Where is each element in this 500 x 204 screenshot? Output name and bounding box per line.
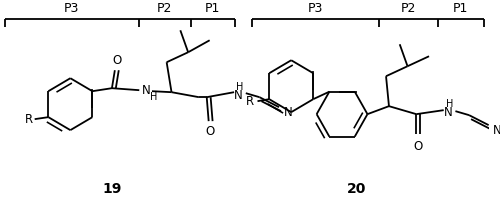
Text: P2: P2 [157,2,172,15]
Text: N: N [142,84,151,97]
Text: P1: P1 [453,2,468,15]
Text: P2: P2 [401,2,416,15]
Text: O: O [112,54,122,67]
Text: N: N [284,106,292,119]
Text: N: N [234,89,243,102]
Text: H: H [150,92,158,102]
Text: P3: P3 [308,2,324,15]
Text: O: O [205,125,214,138]
Text: 20: 20 [347,182,366,196]
Text: O: O [414,140,423,153]
Text: H: H [446,99,453,109]
Text: R: R [25,113,33,126]
Text: 19: 19 [102,182,122,196]
Text: N: N [493,124,500,137]
Text: R: R [246,95,254,108]
Text: P1: P1 [205,2,220,15]
Text: P3: P3 [64,2,80,15]
Text: H: H [236,82,244,92]
Text: N: N [444,106,452,119]
